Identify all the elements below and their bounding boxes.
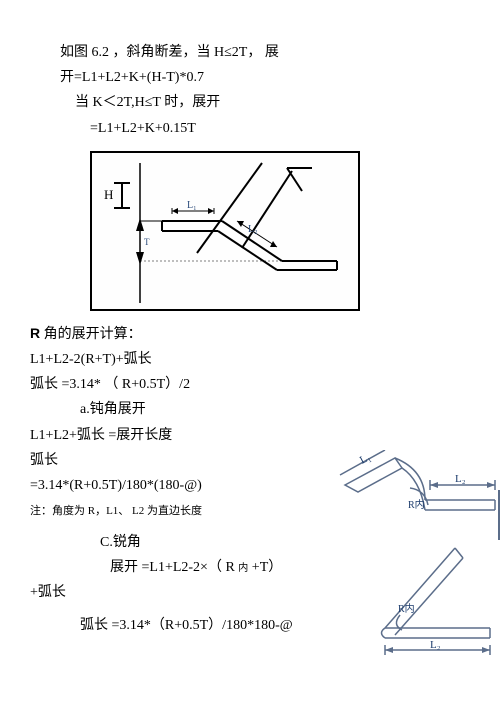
para1-line2: 开=L1+L2+K+(H-T)*0.7: [60, 65, 470, 90]
r-line2: 弧长 =3.14* （ R+0.5T）/2: [30, 372, 470, 397]
a-line1: L1+L2+弧长 =展开长度: [30, 423, 470, 448]
para2-line1: 当 K＜2T,H≤T 时，展开: [75, 90, 470, 115]
side-l2-bot: L₂: [430, 639, 441, 651]
para2-line2: =L1+L2+K+0.15T: [90, 116, 470, 141]
diagram1-label-l1: L₁: [187, 200, 197, 211]
para1-line1: 如图 6.2 ，斜角断差，当 H≤2T， 展: [60, 40, 470, 65]
side-r1: R内: [408, 498, 425, 511]
r-section-title: R 角的展开计算：: [30, 321, 470, 347]
r-line1: L1+L2-2(R+T)+弧长: [30, 347, 470, 372]
c-line1-pre: 展开 =L1+L2-2×（ R: [110, 560, 238, 575]
r-title-rest: 角的展开计算：: [40, 327, 142, 342]
side-l2-top: L₂: [455, 473, 466, 485]
diagram1-label-t: T: [144, 237, 150, 247]
paragraph-1: 如图 6.2 ，斜角断差，当 H≤2T， 展: [60, 40, 470, 65]
side-diagram: L₁ L₂ R内 R内 L₂: [330, 450, 500, 660]
side-diagram-svg: L₁ L₂ R内 R内 L₂: [330, 450, 500, 660]
diagram1-label-h: H: [104, 187, 113, 202]
diagram-box-1: H L₁ L₂ T: [90, 151, 360, 311]
diagram-1-svg: H L₁ L₂ T: [92, 153, 362, 313]
a-title: a.钝角展开: [80, 397, 470, 422]
diagram1-label-l2: L₂: [248, 224, 258, 235]
r-bold: R: [30, 325, 40, 341]
c-line1-sub: 内: [238, 563, 248, 574]
c-line1-post: +T）: [248, 560, 282, 575]
side-r2: R内: [398, 602, 415, 615]
